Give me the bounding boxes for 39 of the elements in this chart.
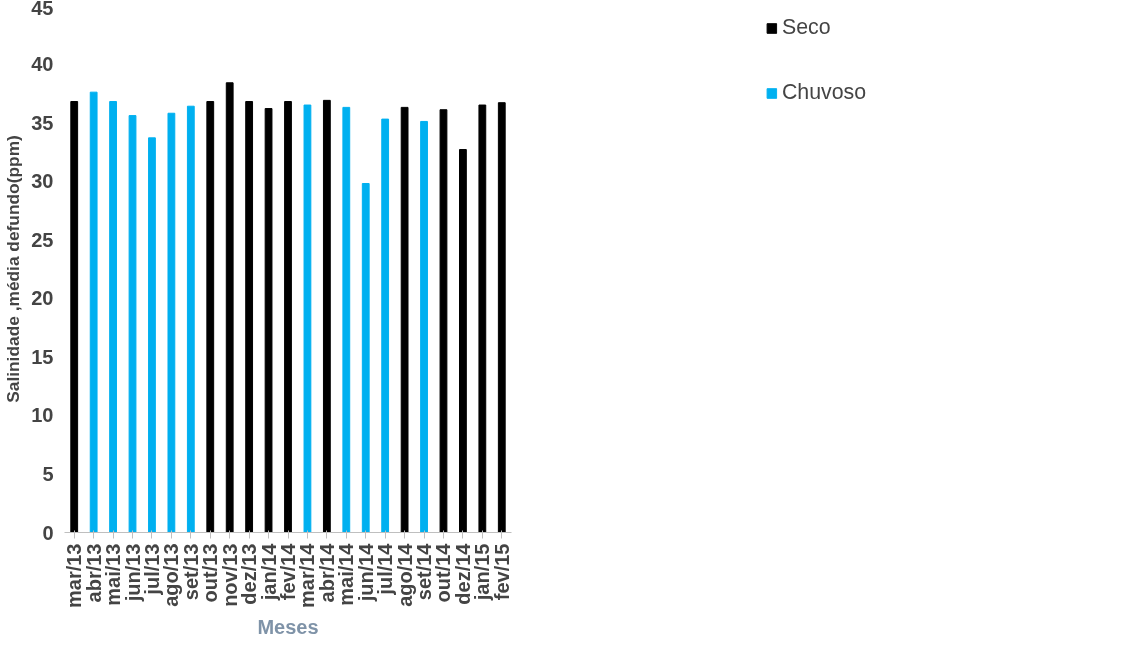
y-tick-label: 30 xyxy=(31,170,54,193)
bar xyxy=(225,82,234,533)
bar xyxy=(322,99,331,533)
x-tick-label: jan/15 xyxy=(471,543,494,602)
bar xyxy=(420,120,428,533)
bar xyxy=(167,112,176,533)
y-tick-label: 10 xyxy=(31,404,54,427)
legend-label: Seco xyxy=(781,15,831,40)
bar xyxy=(381,118,390,533)
bar xyxy=(400,106,409,533)
x-tick-label: jul/14 xyxy=(374,542,397,596)
bar xyxy=(361,183,370,533)
x-axis-title: Meses xyxy=(257,615,319,638)
bar xyxy=(284,101,292,533)
bar xyxy=(459,149,467,533)
bar xyxy=(439,109,448,533)
bar xyxy=(89,91,98,533)
y-tick-label: 0 xyxy=(42,521,54,544)
y-tick-label: 5 xyxy=(42,462,54,485)
bar xyxy=(478,104,487,533)
bar xyxy=(245,101,254,533)
y-tick-label: 25 xyxy=(31,228,54,251)
y-tick-label: 20 xyxy=(31,287,54,310)
bar xyxy=(497,102,506,533)
y-tick-label: 40 xyxy=(31,53,54,76)
legend-label: Chuvoso xyxy=(781,80,867,105)
bar xyxy=(206,101,215,533)
bar xyxy=(264,108,273,533)
y-tick-label: 15 xyxy=(31,345,54,368)
bar xyxy=(70,101,79,533)
bar xyxy=(109,101,117,533)
bar xyxy=(342,106,351,533)
bar xyxy=(128,115,137,533)
y-tick-label: 35 xyxy=(31,111,54,134)
bar xyxy=(303,104,312,533)
bar xyxy=(148,137,156,533)
y-tick-label: 45 xyxy=(31,0,54,19)
bar xyxy=(186,105,195,533)
y-axis-title: Salinidade ,média defundo(ppm) xyxy=(3,135,24,403)
